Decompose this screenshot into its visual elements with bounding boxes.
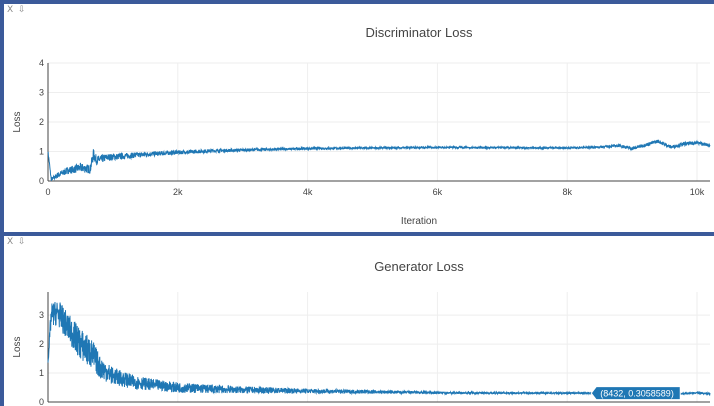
y-axis-label: Loss	[12, 111, 23, 132]
close-icon[interactable]: X	[7, 5, 15, 15]
y-axis-label: Loss	[12, 336, 23, 357]
window-controls: X ⇩	[7, 5, 27, 15]
y-tick-label: 0	[39, 176, 44, 186]
generator-loss-panel: X ⇩ Generator Loss Loss 0 1 2 3 (8432, 0.30585…	[4, 236, 714, 406]
x-tick-label: 10k	[690, 187, 705, 197]
collapse-icon[interactable]: ⇩	[18, 5, 27, 15]
x-tick-label: 0	[45, 187, 50, 197]
x-tick-label: 8k	[562, 187, 572, 197]
y-tick-label: 1	[39, 368, 44, 378]
chart-title: Generator Loss	[374, 259, 464, 274]
generator-loss-chart[interactable]: Generator Loss Loss 0 1 2 3 (8432, 0.3058589)	[4, 236, 714, 406]
collapse-icon[interactable]: ⇩	[18, 237, 27, 247]
x-tick-label: 6k	[433, 187, 443, 197]
series-line	[47, 301, 711, 398]
y-tick-label: 2	[39, 339, 44, 349]
series-line	[47, 139, 711, 181]
x-tick-label: 2k	[173, 187, 183, 197]
window-controls: X ⇩	[7, 237, 27, 247]
discriminator-loss-chart[interactable]: Discriminator Loss Loss Iteration 0 1 2 3 4 0 2k 4…	[4, 4, 714, 232]
discriminator-loss-panel: X ⇩ Discriminator Loss Loss Iteration 0 1 2 3 4…	[4, 4, 714, 232]
y-tick-label: 3	[39, 310, 44, 320]
close-icon[interactable]: X	[7, 237, 15, 247]
y-tick-label: 1	[39, 147, 44, 157]
hover-tooltip-box	[590, 386, 681, 401]
y-tick-label: 2	[39, 117, 44, 127]
x-axis-label: Iteration	[401, 216, 437, 227]
hover-tooltip-text: (8432, 0.3058589)	[600, 389, 674, 399]
y-tick-label: 3	[39, 88, 44, 98]
y-tick-label: 0	[39, 397, 44, 406]
x-tick-label: 4k	[303, 187, 313, 197]
y-tick-label: 4	[39, 58, 44, 68]
chart-title: Discriminator Loss	[366, 25, 473, 40]
